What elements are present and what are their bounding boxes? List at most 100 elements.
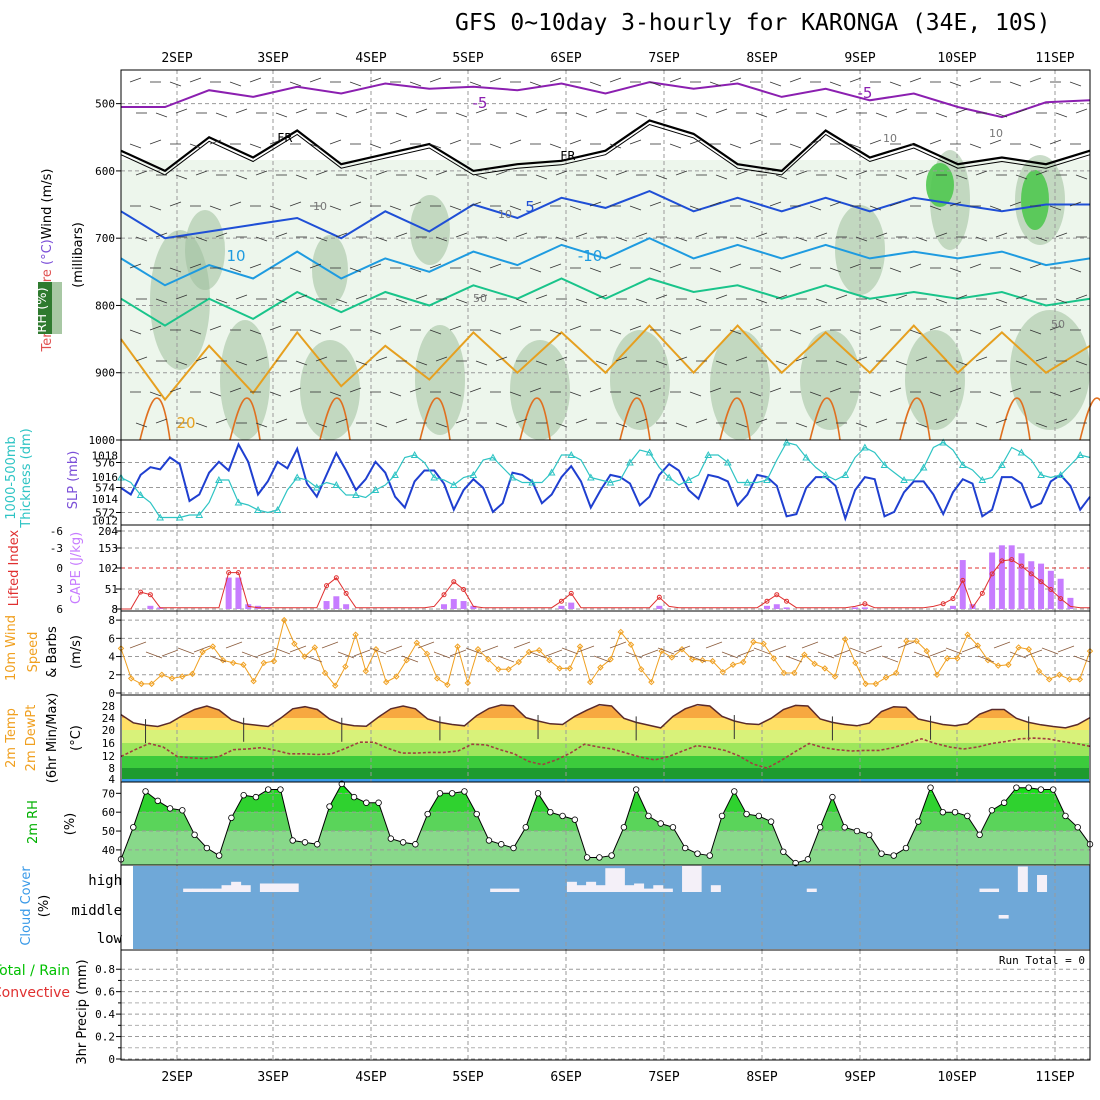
date-label-bottom: 6SEP: [550, 1070, 581, 1085]
wind-barb: [969, 329, 982, 335]
rh-marker: [915, 818, 922, 825]
wind-barb: [929, 205, 942, 211]
wind-barb: [495, 170, 508, 176]
wind-barb: [429, 329, 442, 335]
wind-barb: [215, 418, 228, 424]
wind-barb-10m: [1057, 645, 1075, 653]
cape-bar: [568, 602, 575, 609]
wind-barb: [695, 298, 708, 304]
wind-barb: [549, 263, 562, 269]
wind-barb: [969, 77, 982, 83]
wind-barb: [569, 139, 582, 145]
y-axis-label: 2m Temp: [4, 708, 19, 768]
wind-speed-marker: [158, 671, 166, 678]
wind-barb: [455, 232, 468, 238]
wind-barb: [649, 81, 662, 87]
wind-barb: [309, 143, 322, 149]
y-axis-label: RH (%): [35, 287, 50, 332]
cloud-high-bar: [499, 888, 510, 892]
wind-barb: [269, 139, 282, 145]
wind-barb: [375, 236, 388, 242]
rh-marker: [326, 803, 333, 810]
rh-shade-dark: [220, 320, 270, 440]
rh-marker: [976, 831, 983, 839]
wind-barb: [469, 267, 482, 273]
wind-barb: [609, 329, 622, 335]
wind-barb: [795, 356, 808, 362]
cape-bar: [470, 605, 477, 609]
y-axis-label: (millibars): [71, 222, 86, 288]
lifted-index-marker: [324, 583, 330, 589]
date-label-top: 9SEP: [844, 51, 875, 66]
wind-barb: [535, 174, 548, 180]
wind-barb: [389, 325, 402, 331]
wind-barb: [395, 112, 408, 118]
lifted-index-marker: [1058, 596, 1064, 602]
wind-barb: [1035, 236, 1048, 242]
wind-barb: [569, 325, 582, 331]
date-label-bottom: 5SEP: [452, 1070, 483, 1085]
lifted-index-marker: [1038, 579, 1044, 585]
rh-marker: [767, 818, 775, 825]
wind-barb: [735, 236, 748, 242]
wind-barb: [335, 232, 348, 238]
wind-speed-marker: [495, 666, 502, 673]
cape-bar: [333, 596, 340, 609]
contour-label: 50: [1051, 318, 1065, 331]
wind-barb: [595, 108, 608, 114]
wind-barb: [1075, 108, 1088, 114]
rh-marker: [534, 790, 542, 797]
y-tick-label: 60: [102, 806, 115, 819]
wind-barb: [175, 360, 188, 366]
wind-barb: [189, 77, 202, 83]
y-tick-label: 20: [102, 724, 115, 737]
wind-barb: [735, 422, 748, 428]
wind-barb: [849, 143, 862, 149]
wind-speed-marker: [597, 664, 604, 671]
wind-barb: [635, 298, 648, 304]
thickness-marker: [684, 475, 693, 483]
wind-speed-marker: [872, 680, 880, 688]
wind-barb: [909, 329, 922, 335]
wind-barb-10m: [913, 651, 931, 659]
wind-barb: [175, 294, 188, 300]
wind-barb: [975, 422, 988, 428]
wind-barb-10m: [705, 641, 723, 649]
rh-marker: [350, 793, 358, 801]
wind-speed-marker: [178, 673, 186, 680]
wind-speed-marker: [1066, 676, 1073, 683]
wind-barb: [855, 170, 868, 176]
wind-barb: [295, 174, 308, 180]
rh-shade-dark: [312, 235, 348, 305]
cloud-high-bar: [605, 868, 616, 892]
date-label-bottom: 4SEP: [355, 1070, 386, 1085]
wind-barb: [409, 387, 422, 393]
wind-barb-10m: [177, 647, 195, 655]
wind-barb: [655, 360, 668, 366]
wind-barb: [429, 263, 442, 269]
lifted-index-marker: [1009, 557, 1015, 563]
wind-speed-marker: [505, 666, 512, 673]
wind-barb: [169, 201, 182, 207]
y-tick-label: 0: [108, 1053, 115, 1066]
wind-barb: [775, 294, 788, 300]
wind-barb: [175, 108, 188, 114]
wind-speed-marker: [270, 657, 278, 665]
y-axis-label: Lifted Index: [7, 529, 22, 606]
lifted-index-marker: [1018, 563, 1024, 569]
y-tick-label-right: 153: [98, 542, 118, 555]
wind-barb: [209, 139, 222, 145]
wind-barb: [935, 112, 948, 118]
wind-barb: [515, 298, 528, 304]
rh-marker: [277, 786, 284, 793]
wind-barb: [1035, 170, 1048, 176]
wind-barb: [649, 387, 662, 393]
wind-speed-line: [120, 618, 1091, 687]
wind-barb: [829, 81, 842, 87]
y-tick-label: 0.4: [95, 1008, 115, 1021]
date-label-bottom: 2SEP: [161, 1070, 192, 1085]
wind-barb: [755, 298, 768, 304]
cloud-high-bar: [288, 883, 299, 892]
cloud-high-bar: [279, 883, 290, 892]
wind-speed-marker: [474, 646, 482, 653]
